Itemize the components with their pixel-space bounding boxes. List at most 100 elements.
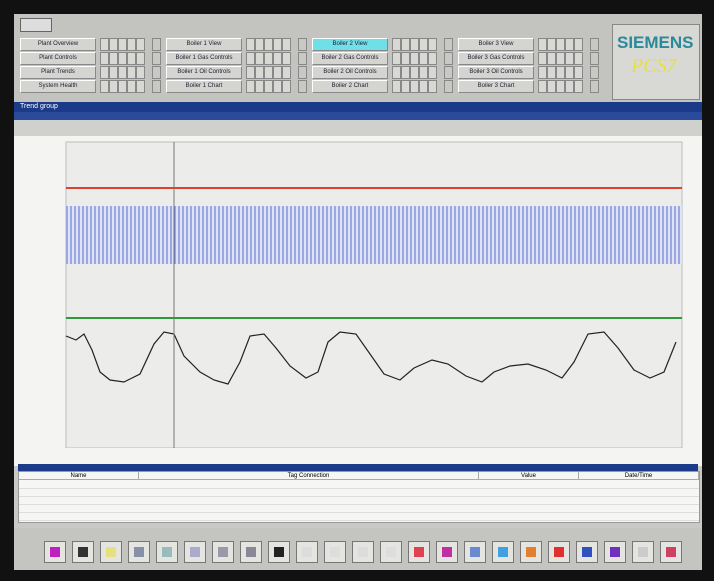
hmi-screen: SIEMENS PCS7 Trend group NameTag Connect…: [14, 14, 702, 570]
toolbar-button[interactable]: [240, 541, 262, 563]
table-title-bar: [18, 464, 698, 471]
nav-indicator: [556, 80, 565, 93]
nav-indicator: [538, 66, 547, 79]
nav-indicator: [392, 66, 401, 79]
nav-indicator: [419, 52, 428, 65]
nav-button[interactable]: Boiler 3 View: [458, 38, 534, 51]
toolbar-button[interactable]: [464, 541, 486, 563]
nav-button[interactable]: Boiler 3 Chart: [458, 80, 534, 93]
nav-button[interactable]: Plant Overview: [20, 38, 96, 51]
nav-indicator: [246, 52, 255, 65]
nav-indicator: [298, 80, 307, 93]
nav-indicator: [428, 80, 437, 93]
toolbar-glyph: [638, 547, 648, 557]
toolbar-button[interactable]: [296, 541, 318, 563]
toolbar-button[interactable]: [324, 541, 346, 563]
toolbar-button[interactable]: [156, 541, 178, 563]
nav-indicator: [246, 66, 255, 79]
toolbar-button[interactable]: [268, 541, 290, 563]
nav-button[interactable]: Boiler 2 Oil Controls: [312, 66, 388, 79]
toolbar-button[interactable]: [352, 541, 374, 563]
nav-indicator: [264, 80, 273, 93]
subtitle-bar: [14, 112, 702, 120]
nav-indicator: [410, 52, 419, 65]
nav-indicator: [152, 38, 161, 51]
table-row[interactable]: [19, 489, 699, 497]
table-row[interactable]: [19, 513, 699, 521]
column-header: Tag Connection: [139, 472, 479, 480]
nav-indicator: [246, 38, 255, 51]
nav-button[interactable]: Boiler 1 Gas Controls: [166, 52, 242, 65]
nav-button[interactable]: Boiler 1 View: [166, 38, 242, 51]
column-header: Date/Time: [579, 472, 699, 480]
nav-button[interactable]: Boiler 3 Gas Controls: [458, 52, 534, 65]
toolbar-button[interactable]: [548, 541, 570, 563]
toolbar-glyph: [106, 547, 116, 557]
nav-indicator: [428, 66, 437, 79]
nav-indicator: [410, 66, 419, 79]
toolbar-button[interactable]: [660, 541, 682, 563]
nav-indicator: [538, 80, 547, 93]
toolbar-button[interactable]: [604, 541, 626, 563]
trend-toolbar: [14, 120, 702, 136]
nav-indicator: [152, 66, 161, 79]
toolbar-button[interactable]: [100, 541, 122, 563]
toolbar-button[interactable]: [128, 541, 150, 563]
nav-button[interactable]: Boiler 1 Chart: [166, 80, 242, 93]
toolbar-glyph: [218, 547, 228, 557]
nav-indicator: [255, 66, 264, 79]
toolbar-button[interactable]: [408, 541, 430, 563]
nav-indicator: [100, 38, 109, 51]
nav-indicator: [136, 38, 145, 51]
nav-indicator: [100, 80, 109, 93]
toolbar-button[interactable]: [576, 541, 598, 563]
nav-button[interactable]: Plant Trends: [20, 66, 96, 79]
nav-indicator: [401, 66, 410, 79]
trend-band: [66, 206, 682, 264]
table-row[interactable]: [19, 497, 699, 505]
table-row[interactable]: [19, 505, 699, 513]
nav-indicator: [556, 66, 565, 79]
nav-indicator: [100, 52, 109, 65]
nav-indicator: [590, 66, 599, 79]
nav-indicator: [109, 66, 118, 79]
trend-view: [14, 136, 702, 466]
toolbar-button[interactable]: [184, 541, 206, 563]
toolbar-glyph: [470, 547, 480, 557]
toolbar-glyph: [134, 547, 144, 557]
nav-button[interactable]: Boiler 3 Oil Controls: [458, 66, 534, 79]
toolbar-button[interactable]: [520, 541, 542, 563]
nav-indicator: [444, 80, 453, 93]
toolbar-button[interactable]: [44, 541, 66, 563]
nav-button[interactable]: Plant Controls: [20, 52, 96, 65]
nav-button[interactable]: Boiler 2 View: [312, 38, 388, 51]
system-icon[interactable]: [20, 18, 52, 32]
nav-indicator: [152, 52, 161, 65]
nav-indicator: [428, 52, 437, 65]
table-row[interactable]: [19, 481, 699, 489]
toolbar-button[interactable]: [72, 541, 94, 563]
nav-indicator: [401, 80, 410, 93]
toolbar-button[interactable]: [212, 541, 234, 563]
nav-button[interactable]: Boiler 1 Oil Controls: [166, 66, 242, 79]
toolbar-button[interactable]: [632, 541, 654, 563]
toolbar-glyph: [554, 547, 564, 557]
nav-indicator: [392, 38, 401, 51]
nav-indicator: [282, 52, 291, 65]
nav-indicator: [255, 38, 264, 51]
nav-indicator: [127, 80, 136, 93]
nav-indicator: [556, 38, 565, 51]
nav-button[interactable]: System Health: [20, 80, 96, 93]
nav-button[interactable]: Boiler 2 Chart: [312, 80, 388, 93]
toolbar-button[interactable]: [492, 541, 514, 563]
toolbar-button[interactable]: [436, 541, 458, 563]
nav-button[interactable]: Boiler 2 Gas Controls: [312, 52, 388, 65]
toolbar-button[interactable]: [380, 541, 402, 563]
nav-indicator: [255, 52, 264, 65]
nav-indicator: [282, 38, 291, 51]
nav-indicator: [246, 80, 255, 93]
toolbar-glyph: [442, 547, 452, 557]
toolbar-glyph: [50, 547, 60, 557]
nav-indicator: [444, 38, 453, 51]
